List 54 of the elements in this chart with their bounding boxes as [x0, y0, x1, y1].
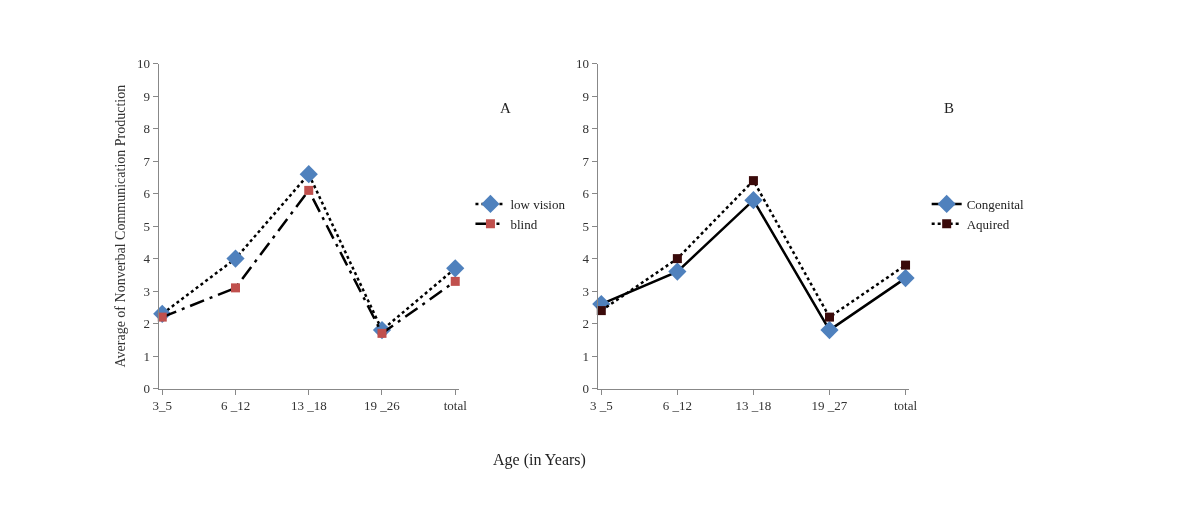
point [450, 276, 460, 286]
legend-label: low vision [510, 197, 566, 213]
x-tick-label: 13 _18 [735, 398, 772, 414]
y-axis-title: Average of Nonverbal Communication Production [112, 84, 128, 368]
x-tick-label: total [443, 398, 468, 414]
x-tick-label: 19 _26 [364, 398, 401, 414]
y-tick-label: 9 [582, 88, 589, 104]
x-tick-label: 3_5 [152, 398, 173, 414]
point [226, 249, 245, 268]
legend-label: Aquired [966, 216, 1010, 232]
y-tick-label: 6 [582, 186, 590, 202]
y-tick-label: 6 [143, 186, 151, 202]
y-tick-label: 5 [143, 218, 150, 234]
x-tick-label: 13 _18 [290, 398, 327, 414]
y-tick-label: 1 [582, 348, 589, 364]
y-tick-label: 7 [582, 153, 590, 169]
y-tick-label: 0 [143, 381, 150, 397]
point [668, 262, 687, 281]
y-tick-label: 10 [137, 56, 150, 72]
y-tick-label: 0 [582, 381, 589, 397]
point [896, 269, 915, 288]
point [748, 176, 758, 186]
x-tick-label: 6 _12 [220, 398, 251, 414]
y-tick-label: 5 [582, 218, 589, 234]
point [299, 165, 318, 184]
legend-label: Congenital [966, 197, 1025, 213]
point [824, 312, 834, 322]
point [231, 283, 241, 293]
text: A [500, 100, 511, 116]
y-tick-label: 1 [143, 348, 150, 364]
point [446, 259, 465, 278]
y-tick-label: 9 [143, 88, 150, 104]
y-tick-label: 2 [582, 316, 589, 332]
legend-label: blind [510, 216, 538, 232]
x-tick-label: total [894, 398, 918, 414]
y-tick-label: 3 [143, 283, 150, 299]
y-tick-label: 4 [582, 251, 590, 267]
point [820, 321, 839, 340]
y-tick-label: 8 [582, 121, 589, 137]
y-tick-label: 4 [143, 251, 151, 267]
y-tick-label: 3 [582, 283, 589, 299]
text: B [944, 100, 955, 116]
x-tick-label: 3 _5 [589, 398, 613, 414]
x-axis-title: Age (in Years) [493, 451, 586, 469]
point [744, 191, 763, 210]
point [901, 260, 911, 270]
point [304, 185, 314, 195]
x-tick-label: 19 _27 [811, 398, 848, 414]
y-tick-label: 2 [143, 316, 150, 332]
y-tick-label: 7 [143, 153, 151, 169]
y-tick-label: 8 [143, 121, 150, 137]
y-tick-label: 10 [575, 56, 589, 72]
point [672, 254, 682, 264]
x-tick-label: 6 _12 [662, 398, 692, 414]
